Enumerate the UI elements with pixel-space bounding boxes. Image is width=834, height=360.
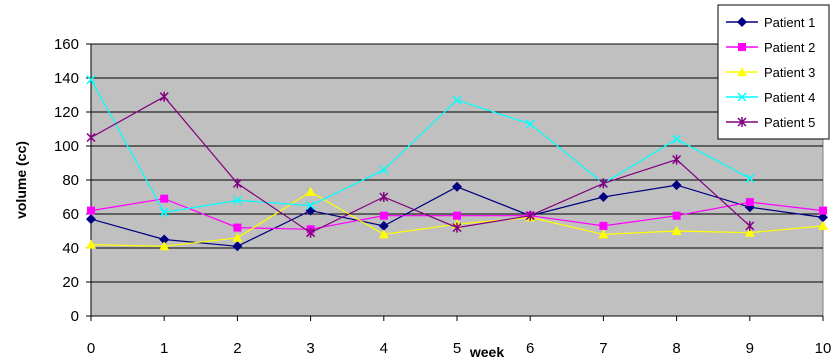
y-tick-label: 20 xyxy=(62,274,79,291)
legend-item: Patient 1 xyxy=(726,15,815,30)
data-point xyxy=(525,119,535,129)
data-point xyxy=(672,154,682,165)
data-point xyxy=(818,220,828,230)
legend-item: Patient 3 xyxy=(726,65,815,80)
data-point xyxy=(452,181,462,192)
data-point xyxy=(672,134,682,144)
data-point xyxy=(671,226,682,235)
data-point xyxy=(452,222,462,233)
legend-item: Patient 2 xyxy=(726,40,815,55)
x-tick-label: 5 xyxy=(453,340,461,357)
data-point xyxy=(305,186,316,196)
data-point xyxy=(232,195,242,205)
data-point xyxy=(379,211,388,220)
data-point xyxy=(737,92,747,102)
y-tick-label: 160 xyxy=(54,36,79,53)
data-point xyxy=(86,132,96,143)
x-tick-label: 4 xyxy=(380,340,388,357)
data-point xyxy=(598,229,609,239)
data-point xyxy=(233,223,242,232)
data-point xyxy=(737,117,747,127)
x-tick-label: 7 xyxy=(599,340,607,357)
data-point xyxy=(737,67,747,76)
data-point xyxy=(738,43,746,51)
data-point xyxy=(160,194,169,203)
data-point xyxy=(672,211,681,220)
data-point xyxy=(306,200,316,211)
data-point xyxy=(306,227,316,238)
legend: Patient 1 Patient 2 Patient 3 Patient 4 Pati… xyxy=(717,4,830,140)
data-point xyxy=(745,220,755,231)
series-line xyxy=(90,79,751,213)
x-tick-label: 1 xyxy=(160,340,168,357)
x-tick-label: 2 xyxy=(233,340,241,357)
data-point xyxy=(232,178,242,189)
data-point xyxy=(599,221,608,230)
legend-label: Patient 3 xyxy=(764,65,815,80)
data-point xyxy=(159,241,170,251)
y-tick-label: 0 xyxy=(71,308,79,325)
series-line xyxy=(90,95,751,234)
data-point xyxy=(452,95,462,105)
legend-label: Patient 4 xyxy=(764,90,815,105)
data-point xyxy=(86,239,96,249)
x-tick-label: 6 xyxy=(526,340,534,357)
data-point xyxy=(737,17,747,27)
data-point xyxy=(598,178,608,189)
x-axis-title: week xyxy=(469,344,504,360)
series-4 xyxy=(86,75,755,217)
y-tick-label: 60 xyxy=(62,206,79,223)
data-point xyxy=(745,173,755,183)
data-point xyxy=(86,214,96,225)
data-point xyxy=(232,232,243,242)
x-tick-label: 9 xyxy=(746,340,754,357)
y-tick-label: 120 xyxy=(54,104,79,121)
data-point xyxy=(159,207,169,217)
data-point xyxy=(232,241,243,252)
x-tick-label: 3 xyxy=(306,340,314,357)
y-tick-label: 100 xyxy=(54,138,79,155)
legend-label: Patient 5 xyxy=(764,115,815,130)
data-point xyxy=(378,229,389,239)
data-point xyxy=(818,212,828,223)
legend-item: Patient 4 xyxy=(726,90,815,105)
x-tick-label: 8 xyxy=(672,340,680,357)
data-point xyxy=(87,206,95,215)
y-tick-label: 140 xyxy=(54,70,79,87)
data-point xyxy=(86,75,96,85)
data-point xyxy=(745,198,754,207)
data-point xyxy=(379,192,389,202)
data-point xyxy=(671,180,682,191)
data-point xyxy=(598,192,609,202)
x-tick-labels: 0 1 2 3 4 5 6 7 8 9 10 xyxy=(87,340,832,357)
data-point xyxy=(378,220,389,231)
legend-label: Patient 1 xyxy=(764,15,815,30)
legend-item: Patient 5 xyxy=(726,115,815,130)
y-axis-title: volume (cc) xyxy=(13,141,29,219)
data-point xyxy=(819,206,827,215)
axes xyxy=(86,43,824,321)
legend-label: Patient 2 xyxy=(764,40,815,55)
data-point xyxy=(453,211,461,220)
data-point xyxy=(159,234,170,245)
series-layer xyxy=(86,75,828,252)
y-tick-labels: 0 20 40 60 80 100 120 140 160 xyxy=(54,36,79,325)
x-tick-label: 10 xyxy=(815,340,832,357)
gridlines xyxy=(91,43,823,283)
data-point xyxy=(525,210,535,221)
data-point xyxy=(744,227,755,237)
data-point xyxy=(379,165,389,175)
series-5 xyxy=(86,91,755,238)
y-tick-label: 80 xyxy=(62,172,79,189)
data-point xyxy=(159,91,169,102)
x-tick-label: 0 xyxy=(87,340,95,357)
y-tick-label: 40 xyxy=(62,240,79,257)
